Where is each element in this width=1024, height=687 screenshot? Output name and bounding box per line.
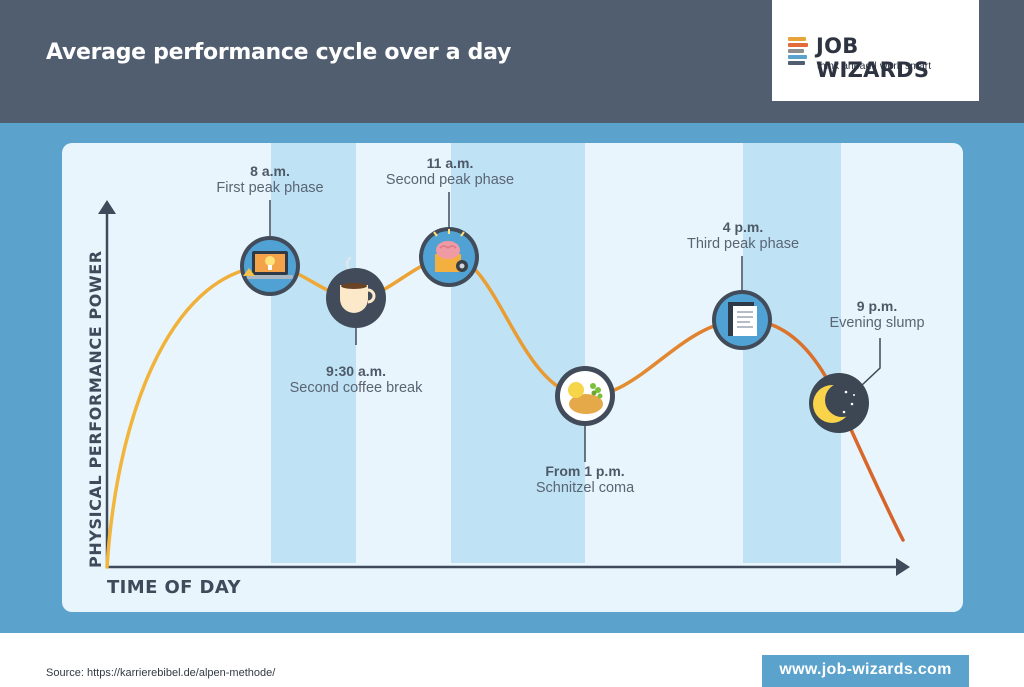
schnitzel-plate-icon xyxy=(555,366,615,426)
callout-phase: Second peak phase xyxy=(385,172,515,188)
callout-930am: 9:30 a.m. Second coffee break xyxy=(256,363,456,396)
job-wizards-logo[interactable]: JOB WIZARDS think ahead | work smart xyxy=(772,0,979,101)
brain-gears-icon xyxy=(419,227,479,287)
callout-phase: First peak phase xyxy=(216,180,324,196)
time-stripe-3 xyxy=(743,143,841,563)
coffee-cup-icon xyxy=(326,256,386,328)
callout-time: 9 p.m. xyxy=(856,298,898,314)
logo-name: JOB WIZARDS xyxy=(816,34,930,82)
time-stripe-2 xyxy=(451,143,585,563)
leader-line-9pm xyxy=(860,338,881,387)
callout-11am: 11 a.m. Second peak phase xyxy=(350,155,550,188)
crescent-moon-icon xyxy=(809,373,869,433)
callout-4pm: 4 p.m. Third peak phase xyxy=(643,219,843,252)
x-axis xyxy=(107,558,910,576)
callout-time: From 1 p.m. xyxy=(545,463,625,479)
callout-time: 11 a.m. xyxy=(426,155,474,171)
callout-9pm: 9 p.m. Evening slump xyxy=(777,298,977,331)
callout-time: 4 p.m. xyxy=(722,219,764,235)
callout-time: 9:30 a.m. xyxy=(326,363,386,379)
page-title: Average performance cycle over a day xyxy=(46,40,512,65)
callout-phase: Second coffee break xyxy=(289,380,423,396)
documents-icon xyxy=(712,290,772,350)
source-note: Source: https://karrierebibel.de/alpen-m… xyxy=(46,667,276,679)
y-axis xyxy=(98,200,116,567)
header-bar: Average performance cycle over a day JOB… xyxy=(0,0,1024,123)
x-axis-label: TIME OF DAY xyxy=(107,577,241,598)
y-axis-label: PHYSICAL PERFORMANCE POWER xyxy=(86,250,105,568)
laptop-lightbulb-icon xyxy=(240,236,300,296)
performance-curve xyxy=(105,255,905,569)
website-link[interactable]: www.job-wizards.com xyxy=(762,655,969,687)
callout-8am: 8 a.m. First peak phase xyxy=(170,163,370,196)
diagram-panel xyxy=(62,143,963,612)
callout-time: 8 a.m. xyxy=(250,163,290,179)
logo-stripes-icon xyxy=(788,37,808,67)
callout-phase: Evening slump xyxy=(829,315,925,331)
logo-tagline: think ahead | work smart xyxy=(817,60,932,72)
time-stripe-1 xyxy=(271,143,356,563)
callout-phase: Schnitzel coma xyxy=(535,480,635,496)
callout-phase: Third peak phase xyxy=(686,236,800,252)
callout-1pm: From 1 p.m. Schnitzel coma xyxy=(485,463,685,496)
